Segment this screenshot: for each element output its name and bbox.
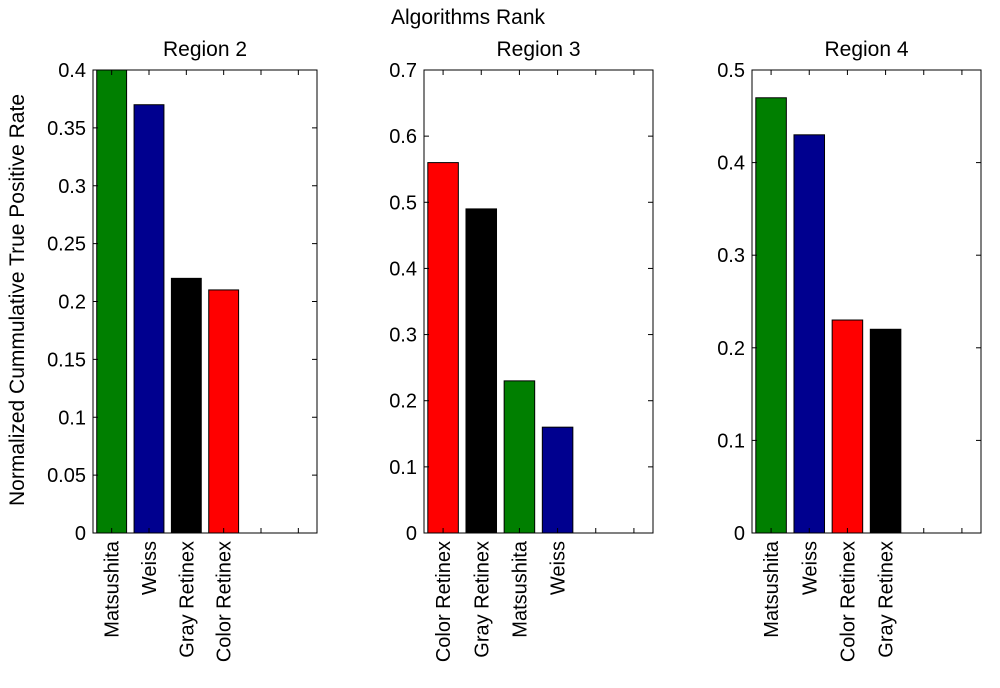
y-tick-label: 0.3 [389,325,417,347]
x-tick-label-matsushita: Matsushita [761,540,783,638]
bar-matsushita [755,97,787,534]
y-tick-label: 0.4 [58,60,86,82]
figure-supertitle: Algorithms Rank [391,6,546,29]
x-tick-label-gray-retinex: Gray Retinex [176,541,198,658]
y-tick-label: 0 [406,523,417,545]
panel-title: Region 4 [824,38,908,61]
y-axis-label: Normalized Cummulative True Positive Rat… [6,94,29,506]
x-tick-label-weiss: Weiss [139,541,161,595]
y-tick-label: 0.4 [389,258,417,280]
panel-title: Region 2 [163,38,247,61]
y-tick-label: 0 [734,523,745,545]
y-tick-label: 0.4 [717,153,745,175]
bar-gray-retinex [465,208,498,534]
bar-color-retinex [427,162,459,534]
bar-matsushita [503,380,536,534]
y-tick-label: 0.25 [47,234,86,256]
y-tick-label: 0.15 [47,349,86,371]
axes-box [423,69,654,534]
x-tick-label-gray-retinex: Gray Retinex [876,541,898,658]
y-tick-label: 0.1 [58,407,86,429]
x-tick-label-weiss: Weiss [799,541,821,595]
y-tick-label: 0.3 [58,176,86,198]
bar-matsushita [96,69,128,534]
x-tick-label-matsushita: Matsushita [102,540,124,638]
chart-panel-1: 0 0.05 0.1 0.15 0.2 0.25 0.3 0.35 0.4 Matsushita W… [47,38,318,662]
y-tick-label: 0.5 [389,192,417,214]
bar-gray-retinex [869,328,902,534]
bar-color-retinex [831,319,864,534]
x-tick-label-gray-retinex: Gray Retinex [471,541,493,658]
axes-box [751,69,982,534]
y-tick-label: 0.5 [717,60,745,82]
x-tick-label-weiss: Weiss [548,541,570,595]
chart-panel-3: 0 0.1 0.2 0.3 0.4 0.5 Matsushita Weiss Color Ret… [717,38,982,662]
x-tick-label-matsushita: Matsushita [509,540,531,638]
y-tick-label: 0.2 [717,338,745,360]
y-tick-label: 0 [75,523,86,545]
y-tick-label: 0.35 [47,118,86,140]
y-tick-label: 0.6 [389,126,417,148]
y-tick-label: 0.05 [47,465,86,487]
y-tick-label: 0.2 [389,391,417,413]
bar-gray-retinex [170,277,202,534]
chart-panel-2: 0 0.1 0.2 0.3 0.4 0.5 0.6 0.7 Color Retinex Gray … [389,38,654,662]
y-tick-label: 0.1 [389,457,417,479]
y-tick-label: 0.2 [58,292,86,314]
y-tick-label: 0.1 [717,430,745,452]
y-tick-label: 0.7 [389,60,417,82]
bar-weiss [541,426,574,534]
bar-weiss [793,134,826,534]
bar-weiss [133,104,165,534]
x-tick-label-color-retinex: Color Retinex [837,541,859,662]
panel-title: Region 3 [496,38,580,61]
bar-color-retinex [208,289,240,534]
x-tick-label-color-retinex: Color Retinex [433,541,455,662]
x-tick-label-color-retinex: Color Retinex [214,541,236,662]
y-tick-label: 0.3 [717,245,745,267]
